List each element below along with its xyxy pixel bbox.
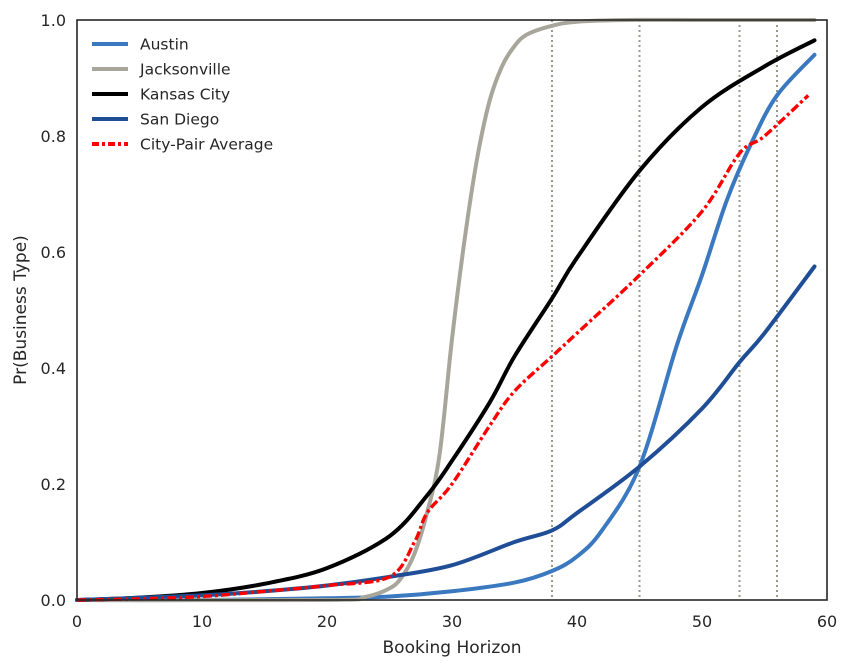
legend-label-city-pair-average: City-Pair Average — [140, 136, 273, 154]
reference-lines — [551, 20, 778, 600]
x-axis-label: Booking Horizon — [383, 638, 522, 658]
series-lines — [75, 17, 817, 603]
y-tick-label: 1.0 — [41, 11, 66, 30]
x-tick-label: 0 — [72, 612, 82, 631]
series-line-city-pair-average — [76, 94, 810, 602]
y-tick-label: 0.4 — [41, 359, 66, 378]
x-axis-ticks: 0 10 20 30 40 50 60 — [72, 612, 837, 631]
series-line-kansas-city — [75, 38, 817, 602]
legend-label-san-diego: San Diego — [140, 111, 219, 129]
y-tick-label: 0.6 — [41, 243, 66, 262]
y-tick-label: 0.2 — [41, 475, 66, 494]
y-tick-label: 0.8 — [41, 127, 66, 146]
x-tick-label: 30 — [442, 612, 462, 631]
series-line-jacksonville — [75, 17, 817, 603]
legend-label-austin: Austin — [140, 36, 189, 54]
legend-label-jacksonville: Jacksonville — [139, 61, 231, 79]
y-axis-label: Pr(Business Type) — [11, 235, 31, 385]
y-axis-ticks: 0.0 0.2 0.4 0.6 0.8 1.0 — [41, 11, 66, 610]
x-tick-label: 10 — [192, 612, 212, 631]
x-tick-label: 40 — [567, 612, 587, 631]
x-tick-label: 60 — [817, 612, 837, 631]
plot-frame — [76, 19, 828, 601]
legend: Austin Jacksonville Kansas City San Diego Ci… — [92, 36, 273, 154]
series-line-san-diego — [75, 264, 817, 602]
x-tick-label: 50 — [692, 612, 712, 631]
x-tick-label: 20 — [317, 612, 337, 631]
legend-label-kansas-city: Kansas City — [140, 86, 230, 104]
y-tick-label: 0.0 — [41, 591, 66, 610]
